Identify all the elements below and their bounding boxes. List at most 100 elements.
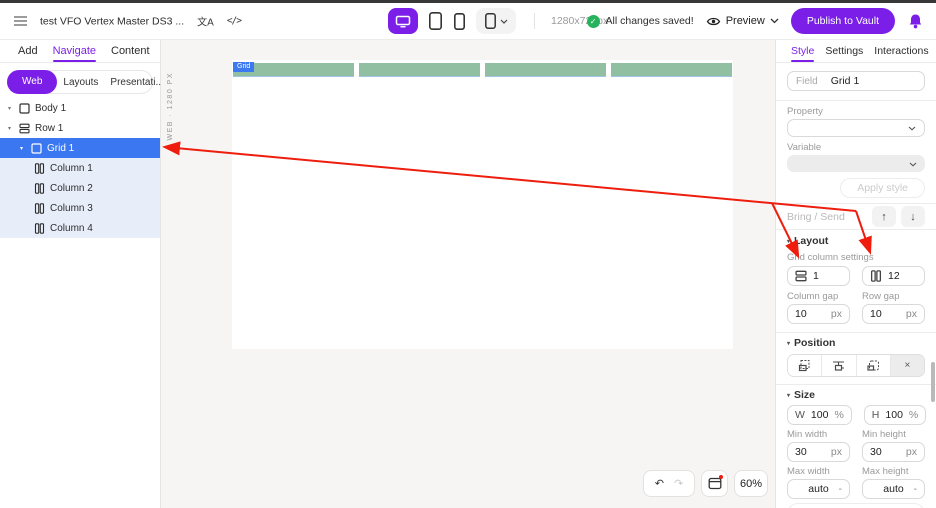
zoom-level-button[interactable]: 60% (734, 470, 768, 497)
send-backward-button[interactable]: ↓ (901, 206, 925, 227)
translate-icon[interactable]: 文A (197, 17, 214, 29)
code-icon[interactable]: </> (226, 15, 242, 27)
height-value: 100 (885, 409, 903, 421)
position-absolute-button[interactable] (822, 355, 857, 376)
tab-style[interactable]: Style (791, 40, 815, 62)
column-icon (34, 202, 45, 214)
tree-item-label: Grid 1 (47, 142, 75, 154)
max-height-unit: - (913, 483, 918, 495)
save-status: ✓ All changes saved! (586, 14, 694, 28)
grid-rows-input[interactable]: 1 (787, 266, 850, 286)
tree-item-column-4[interactable]: Column 4 (0, 218, 160, 238)
tree-item-column-2[interactable]: Column 2 (0, 178, 160, 198)
preview-dropdown[interactable]: Preview (706, 15, 779, 27)
caret-down-icon[interactable]: ▾ (20, 145, 24, 152)
tree-item-body[interactable]: ▾ Body 1 (0, 98, 160, 118)
grid-column-bar[interactable] (359, 63, 480, 77)
tree-item-row[interactable]: ▾ Row 1 (0, 118, 160, 138)
height-input[interactable]: H 100 % (863, 405, 927, 425)
max-width-input[interactable]: auto - (787, 479, 850, 499)
eye-icon (706, 17, 720, 25)
min-height-input[interactable]: 30 px (862, 442, 925, 462)
property-select[interactable] (787, 119, 925, 137)
tree-item-grid-selected[interactable]: ▾ Grid 1 (0, 138, 160, 158)
sidebar-scrollbar-thumb[interactable] (931, 362, 935, 402)
caret-down-icon: ▾ (787, 392, 791, 399)
hamburger-menu-icon[interactable] (14, 16, 27, 26)
device-custom-button[interactable] (476, 8, 516, 34)
layer-tree: ▾ Body 1 ▾ Row 1 ▾ (0, 98, 160, 238)
width-unit: % (834, 409, 844, 421)
device-mobile-button[interactable] (453, 8, 466, 34)
device-tablet-button[interactable] (428, 8, 443, 34)
undo-icon[interactable]: ↶ (654, 477, 664, 490)
row-gap-input[interactable]: 10 px (862, 304, 925, 324)
field-name-input[interactable]: Field Grid 1 (787, 71, 925, 91)
size-title: Size (794, 389, 816, 401)
tab-interactions[interactable]: Interactions (874, 45, 929, 57)
row-gap-unit: px (905, 308, 917, 320)
device-desktop-button[interactable] (388, 8, 418, 34)
tab-settings[interactable]: Settings (825, 45, 864, 57)
max-width-label: Max width (787, 466, 830, 477)
min-width-unit: px (830, 446, 842, 458)
apply-style-button[interactable]: Apply style (840, 178, 925, 198)
position-fixed-button[interactable] (856, 355, 891, 376)
right-sidebar-tabs: Style Settings Interactions Fi » (776, 40, 936, 63)
position-none-button[interactable]: × (890, 355, 924, 376)
size-section-header[interactable]: ▾ Size (787, 389, 925, 401)
canvas-page[interactable]: Grid (232, 60, 733, 349)
tree-item-column-1[interactable]: Column 1 (0, 158, 160, 178)
grid-column-bar[interactable] (611, 63, 732, 77)
position-relative-button[interactable] (788, 355, 823, 376)
property-label: Property (787, 106, 823, 117)
width-prefix: W (795, 409, 805, 421)
canvas-controls: ↶ ↷ 60% (643, 470, 768, 497)
position-section-header[interactable]: ▾ Position (787, 337, 925, 349)
grid-column-bar[interactable] (485, 63, 606, 77)
tab-navigate[interactable]: Navigate (52, 40, 97, 62)
max-height-input[interactable]: auto - (862, 479, 925, 499)
layout-section-header[interactable]: ▾ Layout (787, 235, 925, 247)
history-button[interactable] (701, 470, 728, 497)
grid-columns-input[interactable]: 12 (862, 266, 925, 286)
tree-item-column-3[interactable]: Column 3 (0, 198, 160, 218)
tab-content[interactable]: Content (111, 45, 150, 57)
caret-down-icon[interactable]: ▾ (8, 105, 12, 112)
bring-send-label: Bring / Send (787, 210, 845, 223)
topbar: test VFO Vertex Master DS3 ... 文A </> (0, 3, 936, 40)
style-source-section: Property Variable Apply style (776, 101, 936, 204)
min-height-label: Min height (862, 429, 906, 440)
grid-column-bar[interactable] (233, 63, 354, 77)
min-width-label: Min width (787, 429, 828, 440)
field-section: Field Grid 1 (776, 63, 936, 101)
height-unit: % (908, 409, 919, 421)
grid-element (233, 63, 732, 77)
field-input-label: Field (796, 75, 818, 87)
redo-icon[interactable]: ↷ (674, 477, 684, 490)
chevron-down-icon (909, 158, 917, 170)
switcher-layouts[interactable]: Layouts (63, 76, 99, 88)
caret-down-icon: ▾ (787, 238, 791, 245)
calendar-icon (708, 477, 721, 490)
min-width-input[interactable]: 30 px (787, 442, 850, 462)
publish-to-vault-button[interactable]: Publish to Vault (790, 8, 895, 34)
save-as-button[interactable]: Save as... (787, 503, 925, 508)
layout-title: Layout (794, 235, 829, 247)
variable-select[interactable] (787, 155, 925, 172)
tree-item-label: Column 3 (50, 202, 93, 214)
bring-forward-button[interactable]: ↑ (872, 206, 896, 227)
max-width-unit: - (838, 483, 843, 495)
caret-down-icon[interactable]: ▾ (8, 125, 12, 132)
column-gap-input[interactable]: 10 px (787, 304, 850, 324)
tree-item-label: Row 1 (35, 122, 64, 134)
position-relative-icon (799, 360, 810, 372)
check-icon: ✓ (586, 14, 600, 28)
switcher-presentations[interactable]: Presentati... (110, 76, 164, 88)
width-input[interactable]: W 100 % (787, 405, 852, 425)
notification-bell-icon[interactable] (907, 13, 924, 30)
notification-dot (719, 475, 723, 479)
tab-add[interactable]: Add (18, 45, 38, 57)
switcher-web[interactable]: Web (7, 69, 58, 94)
